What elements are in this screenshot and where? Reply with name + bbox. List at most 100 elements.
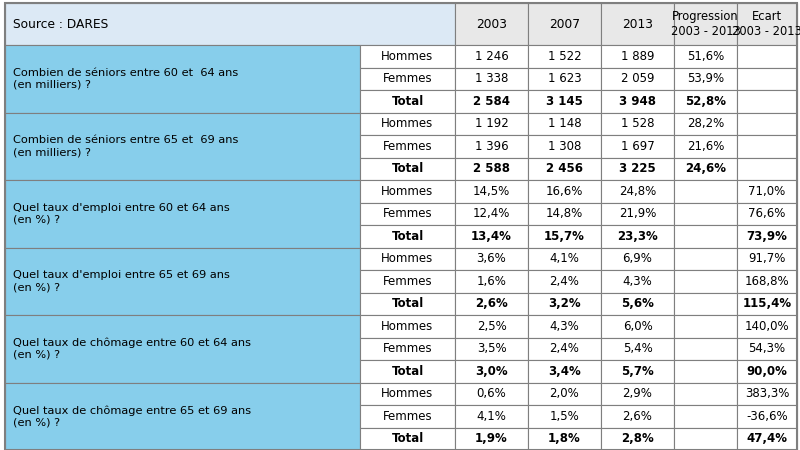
Bar [601,338,674,360]
Bar [528,270,601,292]
Bar [528,338,601,360]
Text: 4,3%: 4,3% [622,275,652,288]
Text: Total: Total [391,230,424,243]
Text: 15,7%: 15,7% [544,230,585,243]
Bar [360,45,455,68]
Bar [601,135,674,158]
Bar [360,202,455,225]
Text: 90,0%: 90,0% [746,365,787,378]
Text: 51,6%: 51,6% [687,50,724,63]
Text: Femmes: Femmes [382,410,432,423]
Text: Femmes: Femmes [382,275,432,288]
Text: 1 522: 1 522 [548,50,582,63]
Bar [674,90,737,112]
Bar [601,292,674,315]
Text: 1 396: 1 396 [474,140,508,153]
Bar [528,360,601,382]
Bar [601,405,674,428]
Text: 1,9%: 1,9% [475,432,508,445]
Text: Total: Total [391,95,424,108]
Text: 14,8%: 14,8% [546,207,583,220]
Bar [674,225,737,248]
Bar [674,202,737,225]
Bar [455,248,528,270]
Text: 52,8%: 52,8% [685,95,726,108]
Bar [360,405,455,428]
Text: 1 889: 1 889 [621,50,654,63]
Bar [360,90,455,112]
Text: 21,9%: 21,9% [619,207,656,220]
Bar [455,45,528,68]
Bar [737,382,797,405]
Bar [528,202,601,225]
Text: 91,7%: 91,7% [748,252,786,265]
Bar [360,135,455,158]
Bar [674,180,737,202]
Bar [528,405,601,428]
Bar [737,292,797,315]
Bar [455,225,528,248]
Text: Total: Total [391,162,424,175]
Text: 23,3%: 23,3% [617,230,658,243]
Text: 3,5%: 3,5% [477,342,506,355]
Bar [528,135,601,158]
Text: 5,7%: 5,7% [621,365,654,378]
Bar [360,158,455,180]
Bar [455,112,528,135]
Text: Combien de séniors entre 60 et  64 ans
(en milliers) ?: Combien de séniors entre 60 et 64 ans (e… [13,68,238,90]
Bar [737,45,797,68]
Text: 6,0%: 6,0% [622,320,652,333]
Text: 2 588: 2 588 [473,162,510,175]
Bar [528,90,601,112]
Text: 1 148: 1 148 [548,117,582,130]
Bar [601,270,674,292]
Bar [674,315,737,338]
Bar [601,315,674,338]
Bar [737,158,797,180]
Bar [360,428,455,450]
Text: Hommes: Hommes [382,50,434,63]
Bar [737,135,797,158]
Text: 14,5%: 14,5% [473,185,510,198]
Bar [455,202,528,225]
Bar [601,3,674,45]
Bar [5,3,455,45]
Text: Quel taux de chômage entre 65 et 69 ans
(en %) ?: Quel taux de chômage entre 65 et 69 ans … [13,405,251,428]
Bar [455,338,528,360]
Bar [601,248,674,270]
Text: 47,4%: 47,4% [746,432,787,445]
Bar [360,382,455,405]
Bar [455,270,528,292]
Bar [360,292,455,315]
Bar [601,202,674,225]
Text: 24,8%: 24,8% [619,185,656,198]
Text: Hommes: Hommes [382,185,434,198]
Text: 1 192: 1 192 [474,117,508,130]
Bar [601,382,674,405]
Text: 4,3%: 4,3% [550,320,579,333]
Bar [737,270,797,292]
Bar [674,382,737,405]
Bar [528,248,601,270]
Bar [455,3,528,45]
Text: 140,0%: 140,0% [745,320,790,333]
Text: 4,1%: 4,1% [477,410,506,423]
Text: 73,9%: 73,9% [746,230,787,243]
Text: 21,6%: 21,6% [687,140,724,153]
Bar [5,382,360,450]
Bar [674,292,737,315]
Bar [674,112,737,135]
Text: 2,9%: 2,9% [622,387,653,400]
Text: 3,2%: 3,2% [548,297,581,310]
Bar [455,292,528,315]
Bar [674,135,737,158]
Bar [528,45,601,68]
Bar [674,158,737,180]
Text: 2 059: 2 059 [621,72,654,85]
Text: Femmes: Femmes [382,140,432,153]
Bar [674,68,737,90]
Bar [528,428,601,450]
Bar [737,202,797,225]
Text: 5,4%: 5,4% [622,342,652,355]
Bar [674,3,737,45]
